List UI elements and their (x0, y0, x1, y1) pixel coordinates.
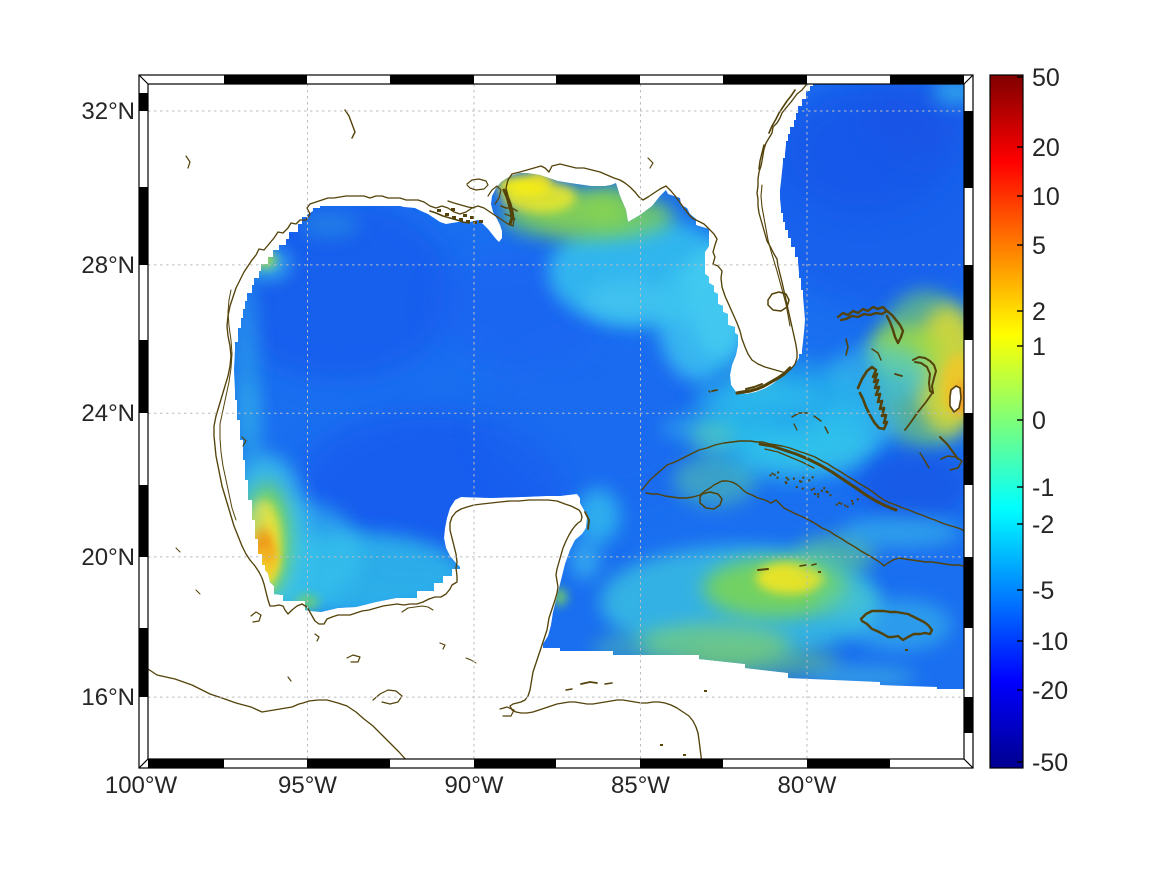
svg-text:1: 1 (1032, 333, 1046, 361)
svg-text:20°N: 20°N (81, 544, 135, 571)
svg-text:-50: -50 (1032, 749, 1068, 777)
svg-text:5: 5 (1032, 232, 1046, 260)
svg-text:24°N: 24°N (81, 400, 135, 427)
svg-text:2: 2 (1032, 298, 1046, 326)
svg-text:32°N: 32°N (81, 98, 135, 125)
svg-text:28°N: 28°N (81, 252, 135, 279)
svg-text:10: 10 (1032, 183, 1060, 211)
svg-text:80°W: 80°W (778, 772, 837, 799)
svg-text:-10: -10 (1032, 628, 1068, 656)
svg-text:-1: -1 (1032, 474, 1054, 502)
svg-text:-2: -2 (1032, 511, 1054, 539)
svg-text:50: 50 (1032, 64, 1060, 92)
svg-text:100°W: 100°W (105, 772, 178, 799)
svg-text:20: 20 (1032, 134, 1060, 162)
svg-text:0: 0 (1032, 407, 1046, 435)
svg-text:95°W: 95°W (278, 772, 337, 799)
svg-text:-20: -20 (1032, 677, 1068, 705)
svg-text:85°W: 85°W (611, 772, 670, 799)
svg-text:90°W: 90°W (445, 772, 504, 799)
svg-text:-5: -5 (1032, 577, 1054, 605)
svg-text:16°N: 16°N (81, 684, 135, 711)
